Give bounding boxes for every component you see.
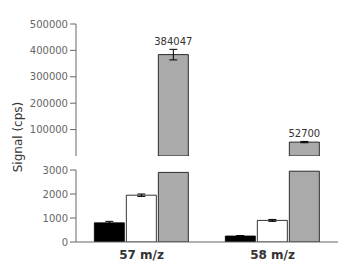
html-text:Signal (cps): Signal (cps): [11, 101, 25, 173]
svg-text:3000: 3000: [43, 165, 68, 176]
svg-text:100000: 100000: [30, 124, 68, 135]
svg-text:384047: 384047: [154, 36, 192, 47]
svg-text:200000: 200000: [30, 98, 68, 109]
svg-text:1000: 1000: [43, 213, 68, 224]
svg-text:500000: 500000: [30, 19, 68, 30]
svg-text:400000: 400000: [30, 45, 68, 56]
svg-text:2000: 2000: [43, 189, 68, 200]
svg-text:300000: 300000: [30, 71, 68, 82]
svg-text:0: 0: [62, 237, 68, 248]
svg-text:52700: 52700: [288, 128, 320, 139]
svg-text:57 m/z: 57 m/z: [119, 248, 164, 262]
svg-text:58 m/z: 58 m/z: [250, 248, 295, 262]
